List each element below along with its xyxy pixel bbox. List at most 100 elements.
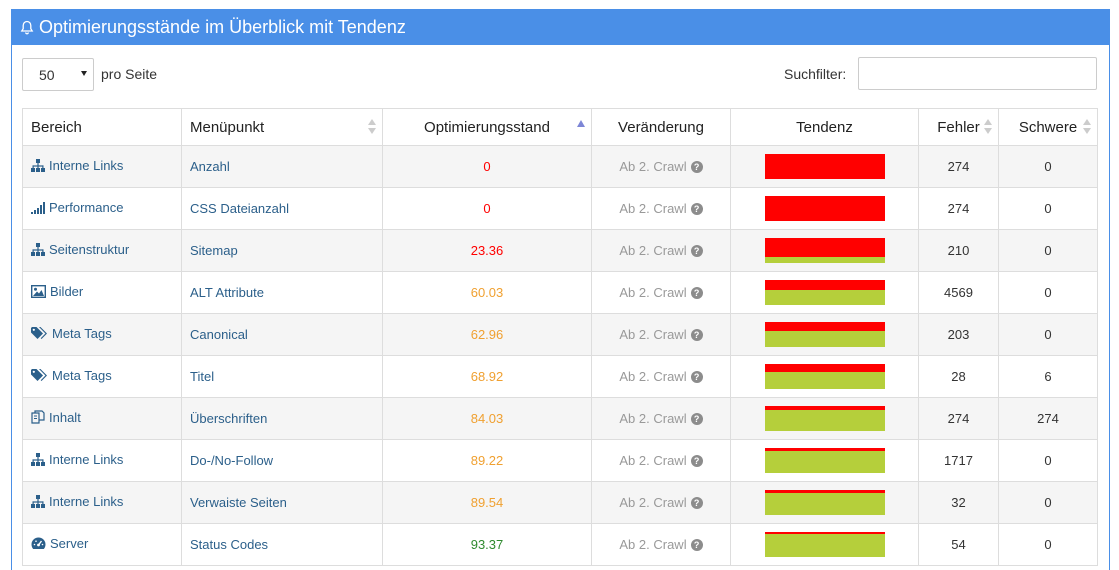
cell-trend (730, 355, 919, 398)
question-icon[interactable]: ? (690, 496, 703, 509)
errors-value: 203 (947, 327, 970, 342)
cell-severity: 0 (998, 439, 1098, 482)
area-link[interactable]: Inhalt (31, 410, 81, 425)
menu-link[interactable]: ALT Attribute (190, 285, 264, 300)
cell-errors: 1717 (918, 439, 999, 482)
question-icon[interactable]: ? (690, 538, 703, 551)
errors-value: 28 (951, 369, 966, 384)
page-length-value: 50 (39, 66, 55, 83)
cell-menu: Do-/No-Follow (181, 439, 383, 482)
area-label: Bilder (50, 284, 84, 299)
menu-link[interactable]: Überschriften (190, 411, 268, 426)
cell-change: Ab 2. Crawl? (591, 187, 731, 230)
optimization-table: Bereich Menüpunkt Optimierungsstand Verä… (22, 108, 1098, 566)
menu-link[interactable]: Sitemap (190, 243, 238, 258)
menu-link[interactable]: CSS Dateianzahl (190, 201, 289, 216)
col-header-fehler[interactable]: Fehler (918, 108, 999, 146)
col-header-schwere[interactable]: Schwere (998, 108, 1098, 146)
menu-link[interactable]: Verwaiste Seiten (190, 495, 287, 510)
question-icon[interactable]: ? (690, 244, 703, 257)
tags-icon (31, 327, 48, 340)
page-length-select[interactable]: 50 (22, 58, 94, 91)
table-row: Performance CSS Dateianzahl 0 Ab 2. Crawl? 2… (22, 187, 1098, 230)
cell-menu: Sitemap (181, 229, 383, 272)
question-icon[interactable]: ? (690, 370, 703, 383)
change-label: Ab 2. Crawl (619, 537, 687, 552)
area-link[interactable]: Meta Tags (31, 368, 112, 383)
area-link[interactable]: Seitenstruktur (31, 242, 129, 257)
score-value: 0 (483, 201, 491, 216)
menu-link[interactable]: Anzahl (190, 159, 230, 174)
trend-bar-deficit (764, 322, 885, 332)
question-icon[interactable]: ? (690, 412, 703, 425)
cell-score: 0 (382, 145, 592, 188)
search-filter-input[interactable] (858, 57, 1097, 90)
severity-value: 0 (1044, 285, 1052, 300)
menu-link[interactable]: Canonical (190, 327, 248, 342)
cell-severity: 0 (998, 313, 1098, 356)
area-link[interactable]: Interne Links (31, 494, 123, 509)
errors-value: 210 (947, 243, 970, 258)
area-link[interactable]: Meta Tags (31, 326, 112, 341)
area-link[interactable]: Interne Links (31, 158, 123, 173)
area-link[interactable]: Bilder (31, 284, 83, 299)
table-row: Bilder ALT Attribute 60.03 Ab 2. Crawl? 4569… (22, 271, 1098, 314)
errors-value: 274 (947, 159, 970, 174)
trend-bar-deficit (764, 280, 885, 290)
col-header-menuepunkt[interactable]: Menüpunkt (181, 108, 383, 146)
cell-area: Performance (22, 187, 182, 230)
area-link[interactable]: Interne Links (31, 452, 123, 467)
col-header-label: Fehler (937, 118, 980, 136)
area-link[interactable]: Performance (31, 200, 123, 215)
score-value: 62.96 (470, 327, 504, 342)
severity-value: 0 (1044, 453, 1052, 468)
cell-trend (730, 187, 919, 230)
errors-value: 32 (951, 495, 966, 510)
change-label: Ab 2. Crawl (619, 243, 687, 258)
score-value: 93.37 (470, 537, 504, 552)
table-row: Interne Links Do-/No-Follow 89.22 Ab 2. Cra… (22, 439, 1098, 482)
cell-area: Meta Tags (22, 313, 182, 356)
menu-link[interactable]: Do-/No-Follow (190, 453, 274, 468)
question-icon[interactable]: ? (690, 454, 703, 467)
score-value: 89.22 (470, 453, 504, 468)
trend-bar (764, 280, 885, 305)
panel-title: Optimierungsstände im Überblick mit Tend… (39, 17, 406, 37)
chevron-down-icon (81, 71, 87, 76)
question-icon[interactable]: ? (690, 160, 703, 173)
sort-icon (1083, 119, 1091, 135)
severity-value: 274 (1037, 411, 1059, 426)
change-label: Ab 2. Crawl (619, 411, 687, 426)
bell-icon (20, 20, 34, 34)
menu-link[interactable]: Status Codes (190, 537, 269, 552)
cell-trend (730, 271, 919, 314)
cell-severity: 0 (998, 187, 1098, 230)
menu-link[interactable]: Titel (190, 369, 215, 384)
cell-change: Ab 2. Crawl? (591, 397, 731, 440)
area-link[interactable]: Server (31, 536, 88, 551)
cell-errors: 274 (918, 145, 999, 188)
cell-change: Ab 2. Crawl? (591, 355, 731, 398)
cell-trend (730, 439, 919, 482)
cell-change: Ab 2. Crawl? (591, 439, 731, 482)
area-label: Inhalt (49, 409, 81, 425)
question-icon[interactable]: ? (690, 286, 703, 299)
severity-value: 0 (1044, 243, 1052, 258)
col-header-optimierungsstand[interactable]: Optimierungsstand (382, 108, 592, 146)
col-header-bereich[interactable]: Bereich (22, 108, 182, 146)
table-row: Server Status Codes 93.37 Ab 2. Crawl? 54 0 (22, 523, 1098, 566)
question-icon[interactable]: ? (690, 328, 703, 341)
cell-score: 89.22 (382, 439, 592, 482)
signal-icon (31, 201, 45, 214)
table-body: Interne Links Anzahl 0 Ab 2. Crawl? 274 0 Perf… (22, 145, 1098, 566)
score-value: 60.03 (470, 285, 504, 300)
cell-change: Ab 2. Crawl? (591, 313, 731, 356)
sitemap-icon (31, 495, 45, 508)
cell-errors: 54 (918, 523, 999, 566)
table-row: Interne Links Anzahl 0 Ab 2. Crawl? 274 0 (22, 145, 1098, 188)
trend-bar (764, 364, 885, 389)
area-label: Meta Tags (52, 326, 112, 341)
change-label: Ab 2. Crawl (619, 327, 687, 342)
question-icon[interactable]: ? (690, 202, 703, 215)
trend-bar-deficit (764, 238, 885, 258)
